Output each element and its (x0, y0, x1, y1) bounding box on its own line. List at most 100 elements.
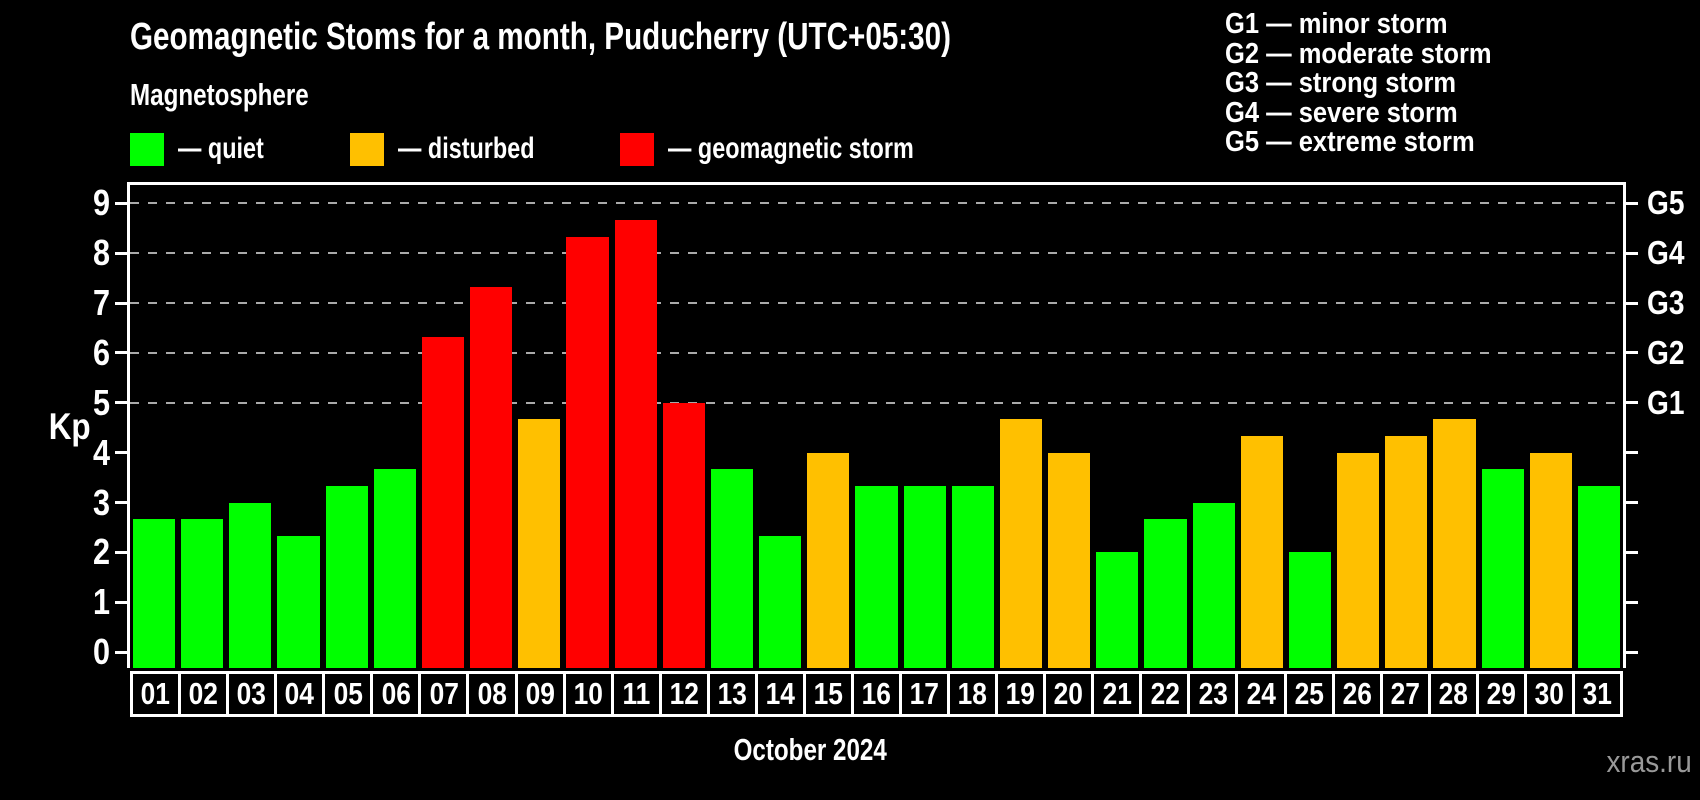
day-label-16: 16 (850, 671, 902, 717)
right-axis-label-g5: G5 (1647, 184, 1685, 222)
plot-area: 0 1 2 3 4 5 6 7 8 9 G1 G2 G3 G4 G5 (93, 182, 1684, 670)
page-subtitle: Magnetosphere (130, 78, 359, 112)
day-label-30: 30 (1523, 671, 1575, 717)
bar-day-02 (181, 518, 224, 668)
legend-item-storm: — geomagnetic storm (620, 132, 983, 166)
legend-label-disturbed: — disturbed (398, 132, 535, 165)
right-tick-kp-7 (1626, 301, 1638, 305)
gridline-kp-6 (130, 351, 1623, 354)
plot-border-left (127, 182, 130, 668)
left-tick-kp-6 (115, 351, 127, 355)
right-axis-label-g1: G1 (1647, 383, 1685, 421)
right-tick-kp-8 (1626, 251, 1638, 255)
g-legend-line-g2: G2 — moderate storm (1225, 37, 1492, 70)
gridline-kp-9 (130, 202, 1623, 205)
bar-day-29 (1481, 469, 1524, 668)
y-tick-label-2: 2 (92, 531, 110, 573)
day-label-25: 25 (1283, 671, 1335, 717)
page-subtitle-text: Magnetosphere (130, 77, 309, 112)
day-label-29: 29 (1475, 671, 1527, 717)
bar-day-24 (1240, 436, 1283, 668)
right-axis-label-g4: G4 (1647, 234, 1685, 272)
bar-day-11 (614, 219, 657, 668)
gridline-kp-7 (130, 302, 1623, 305)
bar-day-13 (710, 469, 754, 668)
left-tick-kp-4 (115, 451, 127, 455)
right-tick-kp-6 (1626, 351, 1638, 355)
g-scale-legend: G1 — minor storm G2 — moderate storm G3 … (1225, 8, 1528, 158)
g-legend-line-g1: G1 — minor storm (1225, 8, 1448, 40)
y-tick-label-4: 4 (92, 431, 110, 473)
disturbed-swatch-icon (350, 132, 384, 166)
day-label-15: 15 (802, 671, 854, 717)
day-label-12: 12 (658, 671, 710, 717)
y-tick-label-8: 8 (92, 232, 110, 274)
right-axis-label-g2: G2 (1647, 333, 1685, 371)
day-label-23: 23 (1187, 671, 1239, 717)
bar-day-25 (1288, 552, 1332, 668)
right-axis-label-g3: G3 (1647, 284, 1685, 322)
right-tick-kp-9 (1626, 201, 1638, 205)
day-label-04: 04 (274, 671, 326, 717)
bar-day-08 (470, 286, 513, 668)
right-tick-kp-3 (1626, 501, 1638, 504)
left-tick-kp-8 (115, 251, 127, 255)
bar-day-20 (1048, 452, 1091, 668)
bar-day-05 (325, 486, 368, 668)
day-label-06: 06 (370, 671, 422, 717)
y-tick-label-6: 6 (92, 331, 110, 373)
day-label-24: 24 (1235, 671, 1287, 717)
day-label-13: 13 (706, 671, 758, 717)
y-tick-label-7: 7 (92, 282, 110, 324)
bar-day-30 (1529, 452, 1572, 668)
y-tick-label-1: 1 (92, 581, 110, 623)
left-tick-kp-3 (115, 501, 127, 504)
left-tick-kp-7 (115, 301, 127, 305)
y-tick-label-0: 0 (92, 631, 110, 673)
day-label-27: 27 (1379, 671, 1431, 717)
bar-day-12 (662, 402, 705, 668)
day-label-10: 10 (562, 671, 614, 717)
bar-day-04 (277, 535, 320, 668)
bar-day-18 (951, 486, 994, 668)
x-axis-title: October 2024 (733, 732, 887, 767)
left-tick-kp-1 (115, 600, 127, 604)
left-tick-kp-2 (115, 550, 127, 554)
day-label-03: 03 (226, 671, 278, 717)
plot-border-top (127, 182, 1626, 185)
day-label-18: 18 (947, 671, 999, 717)
bar-day-28 (1433, 419, 1476, 668)
watermark: xras.ru (1606, 744, 1692, 779)
bar-day-01 (133, 518, 176, 668)
day-label-11: 11 (610, 671, 662, 717)
bar-day-22 (1144, 518, 1187, 668)
right-tick-kp-5 (1626, 401, 1638, 405)
legend-item-quiet: — quiet (130, 132, 288, 166)
bar-day-09 (518, 419, 561, 668)
day-label-22: 22 (1139, 671, 1191, 717)
day-label-02: 02 (178, 671, 230, 717)
day-label-07: 07 (418, 671, 470, 717)
day-label-17: 17 (899, 671, 951, 717)
bar-day-07 (421, 336, 465, 668)
y-tick-label-3: 3 (92, 481, 110, 523)
right-tick-kp-2 (1626, 550, 1638, 554)
quiet-swatch-icon (130, 132, 164, 166)
legend-label-quiet: — quiet (178, 132, 264, 165)
gridline-kp-5 (130, 401, 1623, 404)
left-tick-kp-9 (115, 201, 127, 205)
bar-day-31 (1577, 486, 1620, 668)
y-tick-label-9: 9 (92, 182, 110, 224)
bar-day-19 (999, 419, 1043, 668)
bar-day-06 (373, 469, 416, 668)
day-label-09: 09 (514, 671, 566, 717)
bar-day-26 (1337, 452, 1380, 668)
day-label-20: 20 (1043, 671, 1095, 717)
bar-day-16 (855, 486, 898, 668)
right-tick-kp-4 (1626, 451, 1638, 455)
day-label-14: 14 (754, 671, 806, 717)
day-label-21: 21 (1091, 671, 1143, 717)
g-legend-line-g4: G4 — severe storm (1225, 96, 1458, 129)
left-tick-kp-0 (115, 650, 127, 654)
g-legend-line-g3: G3 — strong storm (1225, 67, 1457, 99)
